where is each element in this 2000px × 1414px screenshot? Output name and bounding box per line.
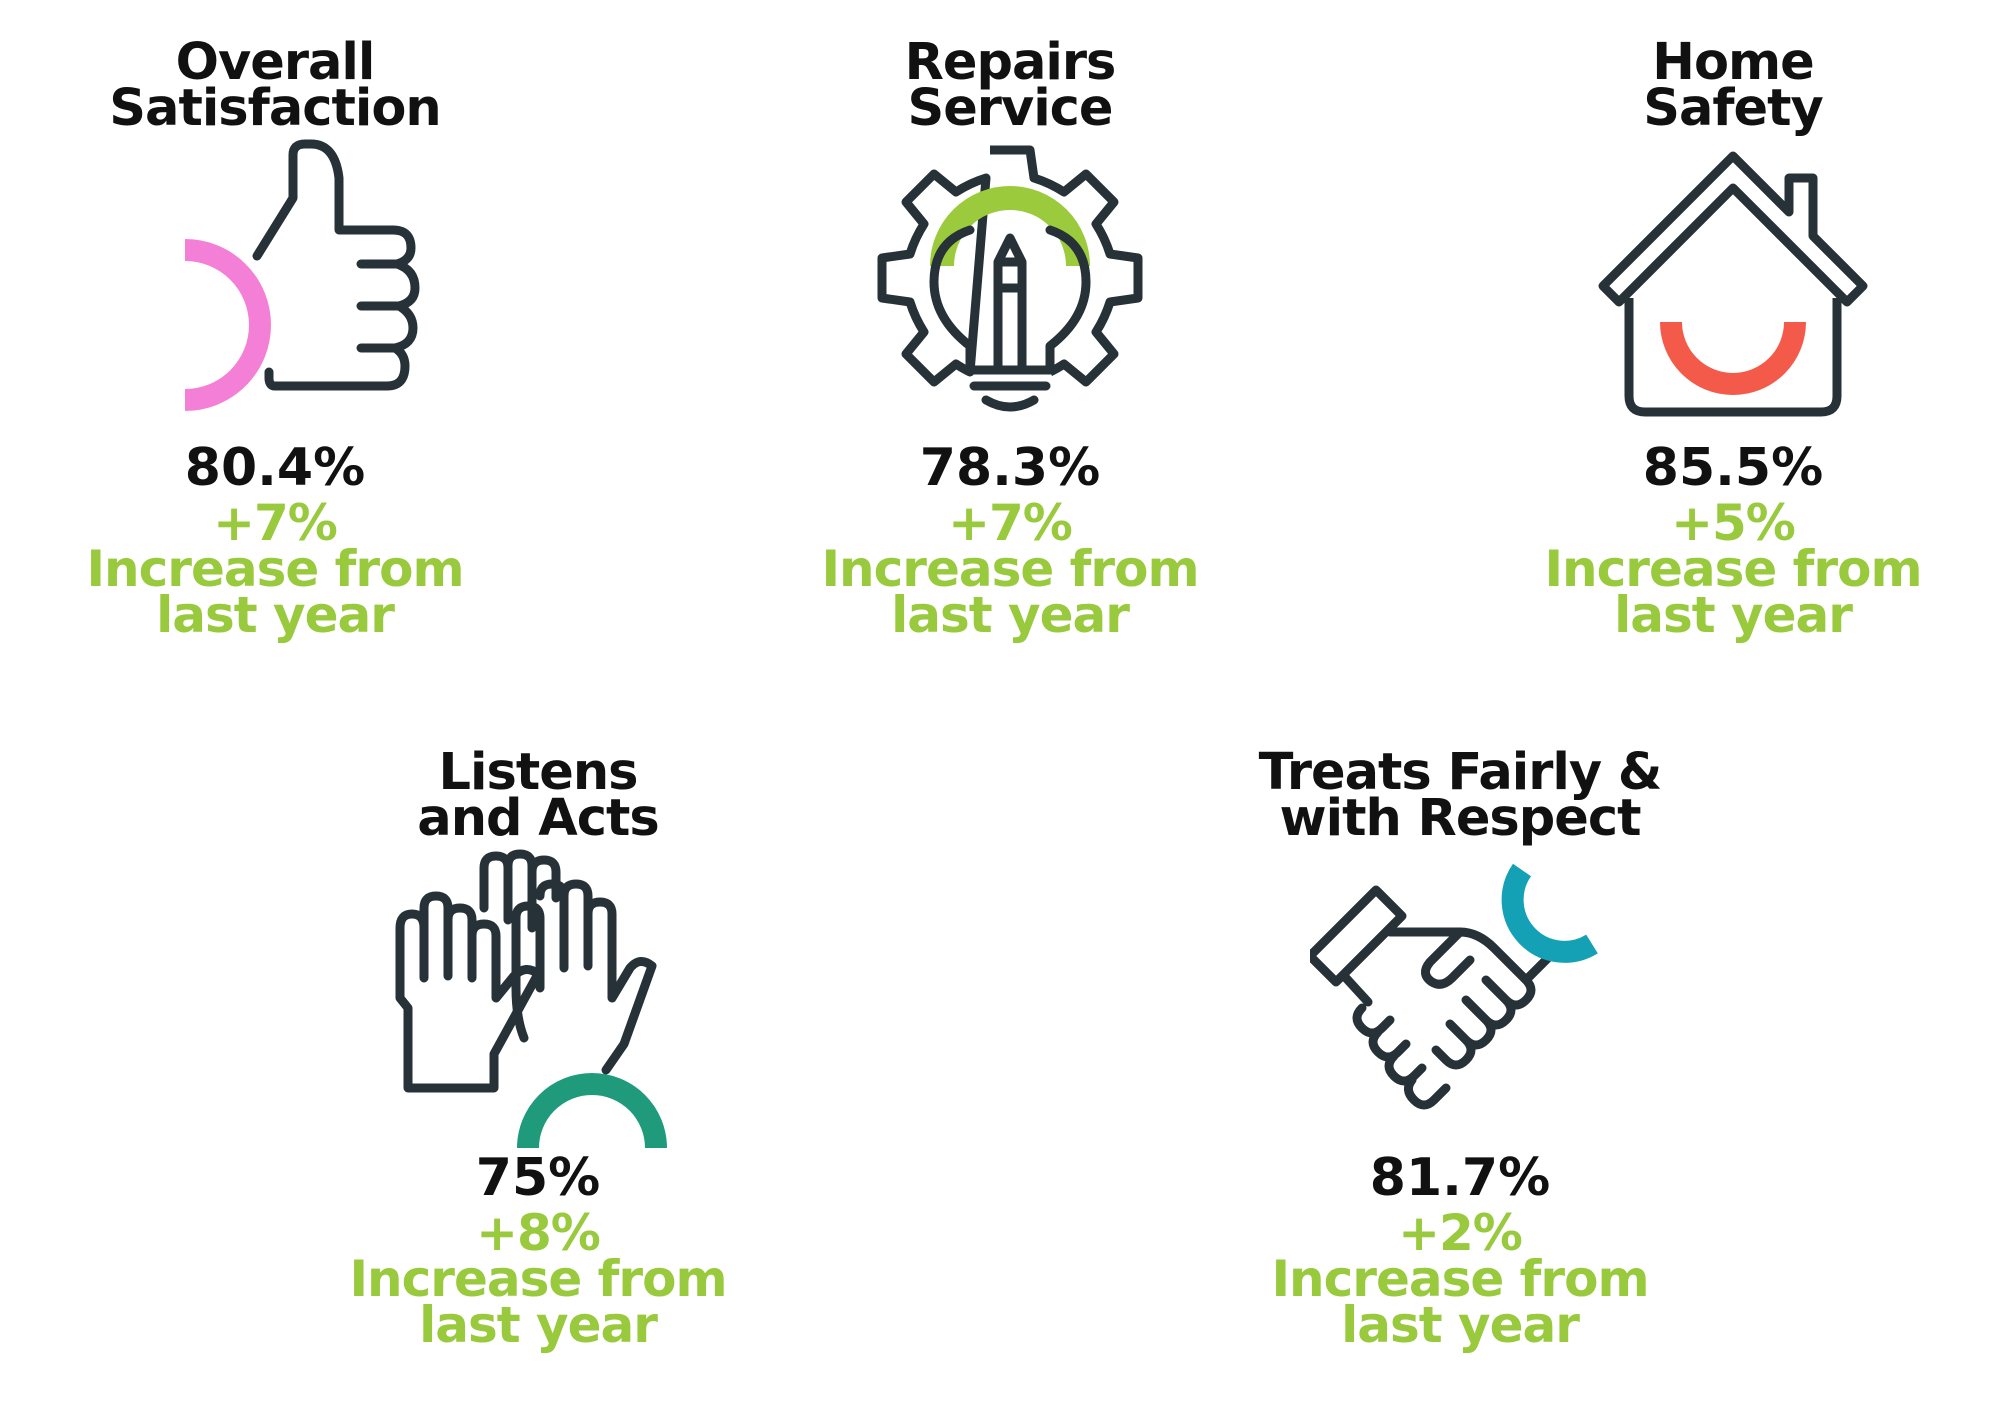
thumbs-up-icon	[184, 139, 420, 411]
stat-value: 80.4%	[184, 438, 366, 498]
stat-change-line1: Increase from	[821, 540, 1199, 598]
stat-change: +7% Increase from last year	[15, 494, 535, 644]
stat-title: Home Safety	[1473, 33, 1993, 138]
stat-change-line2: last year	[419, 1296, 658, 1354]
stat-change-percent: +7%	[213, 494, 338, 552]
stat-value: 75%	[475, 1148, 601, 1208]
stat-change-line2: last year	[891, 586, 1130, 644]
stat-title-line2: Safety	[1643, 79, 1824, 138]
stat-title-line1: Home	[1652, 33, 1814, 92]
stat-change-line2: last year	[156, 586, 395, 644]
stat-listens-and-acts: Listens and Acts 75% +8% Increase from l…	[278, 743, 798, 1354]
stat-change-line1: Increase from	[349, 1250, 727, 1308]
stat-title-line1: Treats Fairly &	[1258, 743, 1663, 802]
stat-change-percent: +5%	[1671, 494, 1796, 552]
stat-title-line2: and Acts	[417, 789, 659, 848]
gear-lightbulb-icon	[877, 145, 1143, 412]
stat-title-line1: Repairs	[904, 33, 1117, 92]
raised-hands-icon	[395, 849, 667, 1148]
stat-title-line1: Overall	[175, 33, 376, 92]
stat-change: +2% Increase from last year	[1200, 1204, 1720, 1354]
stat-change: +8% Increase from last year	[278, 1204, 798, 1354]
stat-change-percent: +8%	[476, 1204, 601, 1262]
stat-title-line2: with Respect	[1279, 789, 1642, 848]
stat-value: 78.3%	[919, 438, 1101, 498]
handshake-icon	[1310, 863, 1598, 1110]
house-icon	[1598, 151, 1868, 417]
stat-change-line1: Increase from	[86, 540, 464, 598]
stat-change-line2: last year	[1341, 1296, 1580, 1354]
stat-title-line2: Satisfaction	[109, 79, 441, 138]
stat-title: Overall Satisfaction	[15, 33, 535, 138]
stat-title: Repairs Service	[750, 33, 1270, 138]
stat-title: Listens and Acts	[278, 743, 798, 848]
stat-title-line2: Service	[907, 79, 1113, 138]
stat-value: 85.5%	[1642, 438, 1824, 498]
stat-title-line1: Listens	[438, 743, 639, 802]
stat-change-line1: Increase from	[1544, 540, 1922, 598]
stat-change-percent: +2%	[1398, 1204, 1523, 1262]
stat-repairs-service: Repairs Service 78.3% +7% Increase from …	[750, 33, 1270, 644]
stat-change-percent: +7%	[948, 494, 1073, 552]
stat-value: 81.7%	[1369, 1148, 1551, 1208]
stat-change-line2: last year	[1614, 586, 1853, 644]
stat-change: +7% Increase from last year	[750, 494, 1270, 644]
stat-change: +5% Increase from last year	[1473, 494, 1993, 644]
stat-home-safety: Home Safety 85.5% +5% Increase from last…	[1473, 33, 1993, 644]
stat-change-line1: Increase from	[1271, 1250, 1649, 1308]
stat-title: Treats Fairly & with Respect	[1200, 743, 1720, 848]
stat-treats-fairly: Treats Fairly & with Respect 81.7% +2% I…	[1200, 743, 1720, 1354]
stat-overall-satisfaction: Overall Satisfaction 80.4% +7% Increase …	[15, 33, 535, 644]
